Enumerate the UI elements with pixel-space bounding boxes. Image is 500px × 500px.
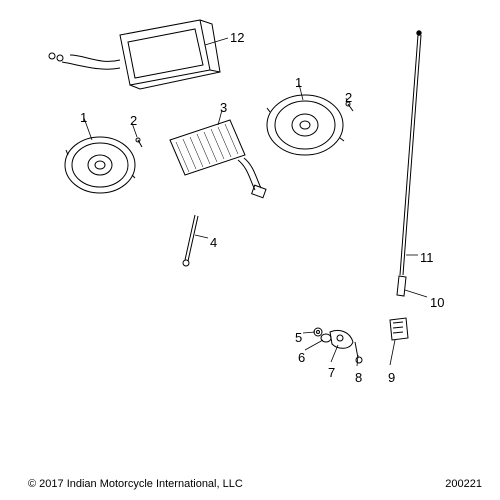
part-speaker-right	[267, 95, 353, 155]
callout-12: 12	[230, 30, 244, 45]
part-cable-tie	[183, 215, 198, 266]
copyright-text: © 2017 Indian Motorcycle International, …	[28, 478, 243, 490]
part-amplifier	[170, 120, 266, 198]
part-antenna-base	[390, 318, 408, 340]
callout-2b: 2	[345, 90, 352, 105]
part-display	[49, 20, 220, 89]
callout-8: 8	[355, 370, 362, 385]
callout-1: 1	[80, 110, 87, 125]
callout-7: 7	[328, 365, 335, 380]
callout-5: 5	[295, 330, 302, 345]
callout-4: 4	[210, 235, 217, 250]
document-number: 200221	[445, 478, 482, 490]
callout-2: 2	[130, 113, 137, 128]
callout-10: 10	[430, 295, 444, 310]
part-speaker-left	[65, 137, 142, 193]
callout-11: 11	[420, 250, 434, 265]
callout-9: 9	[388, 370, 395, 385]
part-antenna-mast	[397, 31, 421, 296]
diagram-canvas: 1 2 1 2 3 4 5 6 7 8 9 10 11 12 © 2017 In…	[0, 0, 500, 500]
callout-3: 3	[220, 100, 227, 115]
callout-1b: 1	[295, 75, 302, 90]
callout-6: 6	[298, 350, 305, 365]
